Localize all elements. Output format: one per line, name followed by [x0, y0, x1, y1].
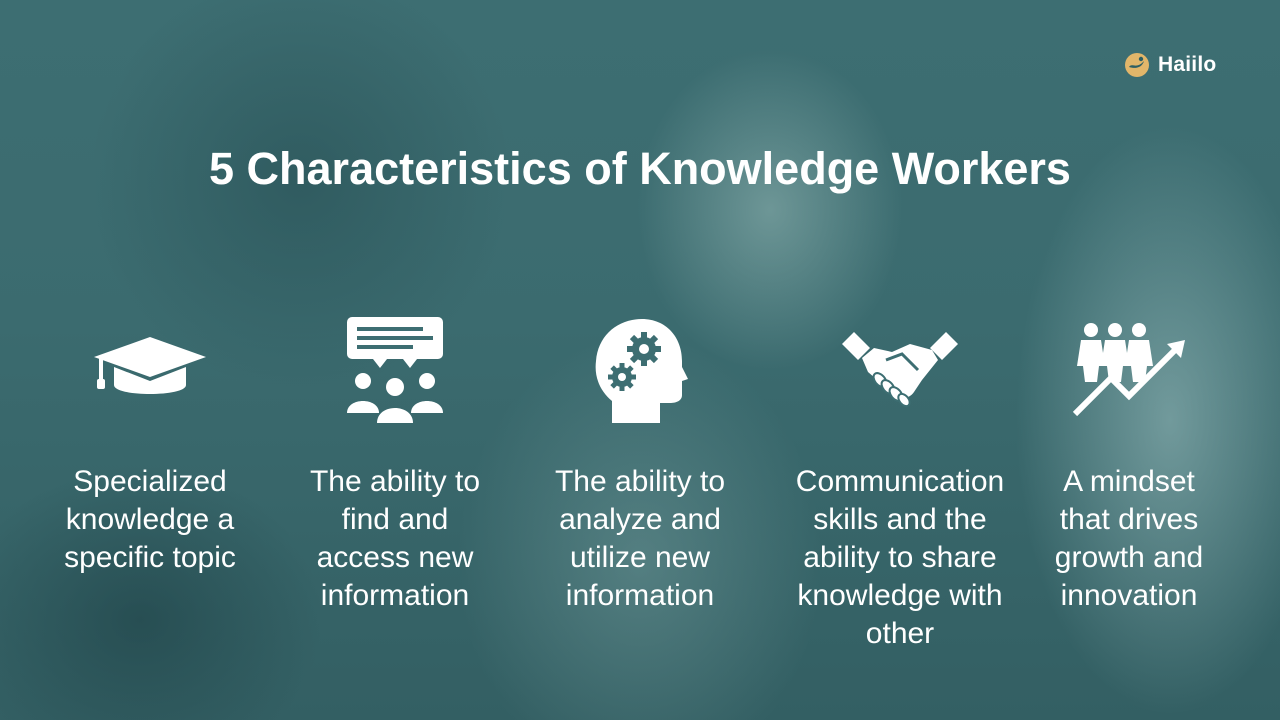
characteristic-3: The ability to analyze and utilize new i…: [515, 310, 765, 615]
characteristic-1-line-1: Specialized: [73, 465, 227, 498]
characteristic-4-line-4: knowledge with: [797, 579, 1003, 612]
characteristic-2-line-2: find and: [341, 503, 449, 536]
characteristic-3-line-1: The ability to: [554, 465, 726, 498]
brand-logo[interactable]: Haiilo: [1124, 52, 1216, 78]
people-growth-icon: [1072, 323, 1185, 417]
characteristic-4-line-2: skills and the: [813, 503, 987, 536]
characteristic-5-line-4: innovation: [1060, 579, 1198, 612]
characteristic-2-line-1: The ability to: [309, 465, 481, 498]
characteristic-5: A mindset that drives growth and innovat…: [1004, 310, 1254, 615]
characteristic-5-line-1: A mindset: [1063, 465, 1195, 498]
graduation-cap-icon: [94, 337, 206, 394]
characteristic-1: Specialized knowledge a specific topic: [25, 310, 275, 577]
page-title: 5 Characteristics of Knowledge Workers: [209, 143, 1071, 194]
characteristic-2: The ability to find and access new infor…: [270, 310, 520, 615]
brand-name: Haiilo: [1158, 53, 1217, 76]
characteristic-3-line-4: information: [565, 579, 715, 612]
head-gears-icon: [595, 319, 688, 423]
characteristic-4-line-3: ability to share: [803, 541, 997, 574]
characteristic-5-line-3: growth and: [1054, 541, 1204, 574]
characteristic-2-line-3: access new: [316, 541, 474, 574]
characteristic-5-line-2: that drives: [1059, 503, 1199, 536]
characteristic-3-line-2: analyze and: [559, 503, 721, 536]
handshake-icon: [842, 332, 958, 408]
characteristic-1-line-2: knowledge a: [65, 503, 235, 536]
group-discussion-icon: [347, 317, 443, 423]
characteristic-4: Communication skills and the ability to …: [775, 310, 1025, 653]
characteristic-1-line-3: specific topic: [64, 541, 236, 574]
characteristic-3-line-3: utilize new: [569, 541, 711, 574]
haiilo-logo-icon: [1125, 53, 1149, 77]
characteristic-4-line-1: Communication: [795, 465, 1005, 498]
characteristic-4-line-5: other: [865, 617, 935, 650]
characteristic-2-line-4: information: [320, 579, 470, 612]
